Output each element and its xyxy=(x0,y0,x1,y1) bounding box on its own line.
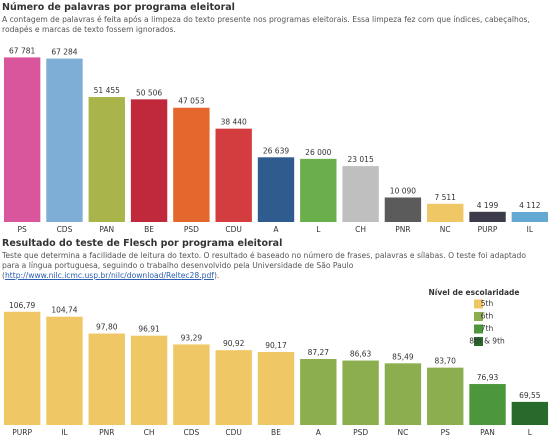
value-label: 67 284 xyxy=(51,48,77,57)
subtitle-text: ). xyxy=(213,271,220,280)
bar xyxy=(342,166,379,222)
bar xyxy=(257,157,295,222)
x-tick-label: A xyxy=(316,428,322,437)
subtitle-text: Teste que determina a facilidade de leit… xyxy=(2,251,527,280)
bar xyxy=(173,344,210,425)
x-tick-label: CDS xyxy=(57,225,73,234)
legend-label: 6th xyxy=(481,312,494,321)
x-tick-label: IL xyxy=(527,225,534,234)
value-label: 23 015 xyxy=(347,155,373,164)
value-label: 97,80 xyxy=(96,323,118,332)
chart-subtitle: Teste que determina a facilidade de leit… xyxy=(2,251,542,281)
x-tick-label: L xyxy=(316,225,321,234)
x-tick-label: PSD xyxy=(184,225,199,234)
x-tick-label: PAN xyxy=(480,428,495,437)
bar xyxy=(384,363,422,425)
value-label: 67 781 xyxy=(9,46,35,55)
bar xyxy=(46,58,83,222)
bar xyxy=(88,97,125,222)
value-label: 69,55 xyxy=(519,391,541,400)
value-label: 4 199 xyxy=(477,201,499,210)
value-label: 90,92 xyxy=(223,339,245,348)
chart-title: Resultado do teste de Flesch por program… xyxy=(2,238,283,249)
x-tick-label: PNR xyxy=(395,225,410,234)
x-tick-label: A xyxy=(273,225,279,234)
value-label: 26 639 xyxy=(263,146,289,155)
value-label: 38 440 xyxy=(221,118,247,127)
x-tick-label: NC xyxy=(397,428,408,437)
bar xyxy=(511,401,549,425)
legend-swatch xyxy=(474,337,483,346)
source-link[interactable]: http://www.nilc.icmc.usp.br/nilc/downloa… xyxy=(4,271,214,280)
bar xyxy=(300,158,337,222)
x-tick-label: CDS xyxy=(183,428,199,437)
value-label: 51 455 xyxy=(94,86,120,95)
x-tick-label: PNR xyxy=(99,428,114,437)
legend-swatch xyxy=(474,299,483,309)
value-label: 83,70 xyxy=(434,357,456,366)
value-label: 106,79 xyxy=(9,301,35,310)
value-label: 85,49 xyxy=(392,352,414,361)
bar xyxy=(384,197,422,222)
x-tick-label: L xyxy=(528,428,533,437)
bar xyxy=(427,203,464,222)
value-label: 4 112 xyxy=(519,201,541,210)
x-tick-label: PSD xyxy=(353,428,368,437)
value-label: 10 090 xyxy=(390,186,416,195)
value-label: 7 511 xyxy=(434,193,456,202)
value-label: 104,74 xyxy=(51,306,77,315)
bar xyxy=(469,384,506,425)
bar xyxy=(3,57,41,222)
chart-subtitle: A contagem de palavras é feita após a li… xyxy=(2,15,530,34)
x-tick-label: BE xyxy=(144,225,154,234)
legend-swatch xyxy=(474,312,483,321)
value-label: 93,29 xyxy=(181,333,203,342)
value-label: 50 506 xyxy=(136,88,162,97)
value-label: 90,17 xyxy=(265,341,287,350)
x-tick-label: CDU xyxy=(225,225,242,234)
legend-title: Nível de escolaridade xyxy=(428,288,519,297)
bar xyxy=(46,316,83,425)
bar xyxy=(300,359,337,425)
value-label: 96,91 xyxy=(138,325,160,334)
legend-swatch xyxy=(474,324,483,334)
bar xyxy=(511,212,549,222)
x-tick-label: PURP xyxy=(12,428,32,437)
legend-label: 8th & 9th xyxy=(469,337,505,346)
bar xyxy=(469,211,506,222)
x-tick-label: NC xyxy=(440,225,451,234)
x-tick-label: IL xyxy=(61,428,68,437)
x-tick-label: CH xyxy=(144,428,155,437)
bar xyxy=(88,333,125,425)
value-label: 47 053 xyxy=(178,97,204,106)
x-tick-label: PS xyxy=(441,428,451,437)
bar xyxy=(215,128,252,222)
bar xyxy=(257,351,295,425)
legend-label: 5th xyxy=(481,299,494,308)
value-label: 87,27 xyxy=(308,348,330,357)
bar xyxy=(342,360,379,425)
bar xyxy=(215,350,252,425)
legend-label: 7th xyxy=(481,324,494,333)
value-label: 76,93 xyxy=(477,373,499,382)
x-tick-label: CH xyxy=(355,225,366,234)
x-tick-label: PURP xyxy=(478,225,498,234)
x-tick-label: BE xyxy=(271,428,281,437)
x-tick-label: PS xyxy=(18,225,28,234)
chart-title: Número de palavras por programa eleitora… xyxy=(2,2,235,13)
bar xyxy=(3,311,41,425)
x-tick-label: CDU xyxy=(225,428,242,437)
bar xyxy=(130,99,168,222)
value-label: 86,63 xyxy=(350,350,372,359)
bar xyxy=(173,107,210,222)
value-label: 26 000 xyxy=(305,148,331,157)
bar xyxy=(427,367,464,425)
x-tick-label: PAN xyxy=(99,225,114,234)
bar xyxy=(130,335,168,425)
